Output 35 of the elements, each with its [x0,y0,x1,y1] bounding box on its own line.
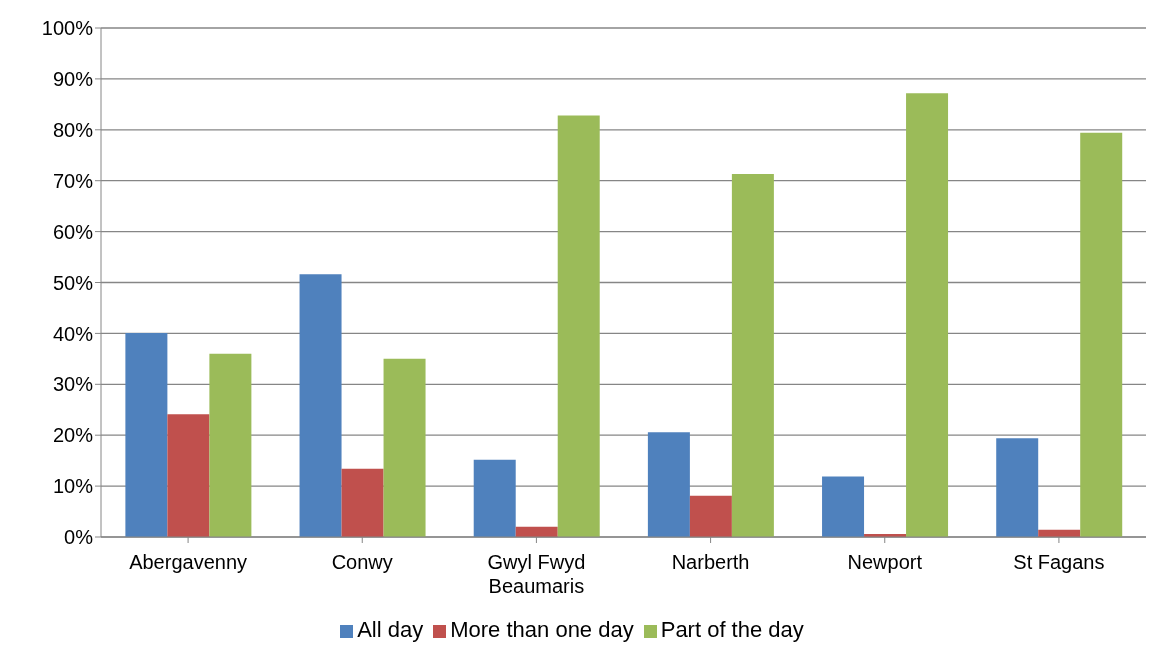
bar [341,468,384,537]
x-tick-label: Conwy [331,551,393,573]
x-tick-label: Newport [847,551,923,573]
bar [822,476,865,537]
bar [209,353,252,537]
bar [647,432,690,537]
y-tick-label: 70% [52,169,94,192]
y-tick-label: 60% [52,220,94,243]
bar [906,93,949,537]
bar [299,274,342,537]
bar [125,332,168,537]
bar [689,495,732,537]
bar [473,459,516,537]
y-tick-label: 20% [52,424,94,447]
y-tick-label: 0% [64,526,94,549]
y-tick-label: 40% [52,322,94,345]
bar [167,414,210,537]
y-tick-label: 90% [52,68,94,90]
y-tick-label: 50% [52,271,94,294]
legend-label: All day [357,617,424,642]
bar [731,174,774,537]
bar [557,115,600,537]
y-tick-label: 30% [52,373,94,396]
legend-label: More than one day [450,617,634,642]
bar [383,358,426,537]
y-tick-label: 100% [41,17,94,40]
x-tick-label: Abergavenny [129,551,248,573]
y-tick-label: 80% [52,118,94,141]
bar [996,438,1039,537]
y-tick-label: 10% [52,475,94,498]
x-tick-label: Gwyl Fwyd Beaumaris [487,551,586,597]
bar [1080,132,1123,537]
x-tick-label: Narberth [671,551,750,573]
legend-label: Part of the day [660,617,804,642]
x-tick-label: St Fagans [1013,551,1105,573]
